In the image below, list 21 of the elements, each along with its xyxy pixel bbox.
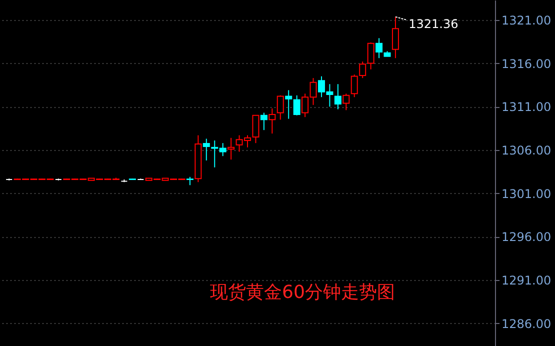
candlestick: [268, 108, 276, 134]
candlestick: [334, 84, 342, 110]
y-tick-label: 1311.00: [502, 100, 552, 114]
annotation: 1321.36: [408, 16, 458, 31]
y-tick-label: 1291.00: [502, 274, 552, 288]
y-tick-label: 1286.00: [502, 316, 552, 331]
y-tick-label: 1316.00: [502, 56, 552, 71]
candlestick: [228, 137, 235, 160]
candlestick: [202, 138, 210, 161]
y-tick-label: 1301.00: [502, 186, 552, 201]
text: 现货黄金60分钟走势图: [210, 282, 395, 303]
y-tick-label: 1296.00: [502, 230, 552, 244]
candlestick: [376, 38, 383, 59]
candlestick: [276, 94, 284, 120]
candlestick: [350, 74, 358, 98]
candlestick: [252, 114, 260, 144]
candlestick: [260, 112, 268, 131]
y-tick-label: 1306.00: [502, 144, 552, 158]
candlestick: [392, 16, 399, 59]
y-tick-label: 1321.00: [502, 13, 552, 28]
candlestick: [342, 93, 350, 111]
